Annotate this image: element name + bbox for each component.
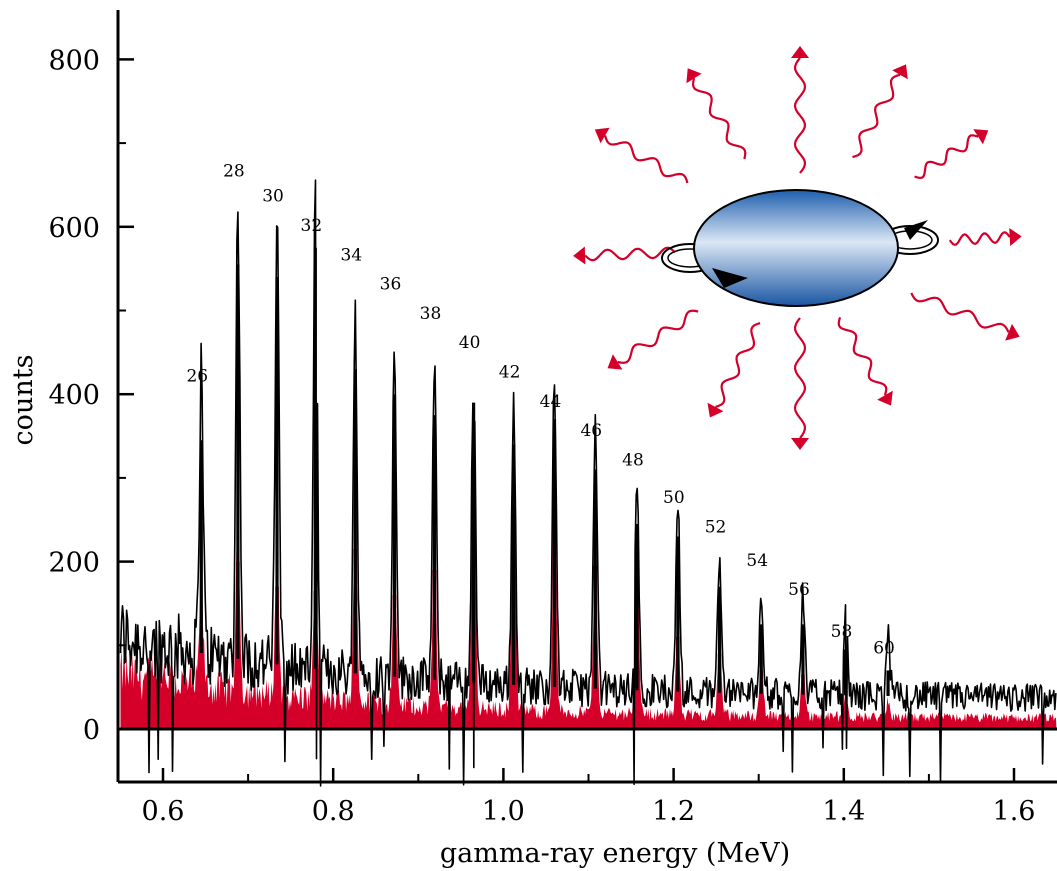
- rotation-arrow-right: [904, 220, 928, 240]
- total-spectrum: [119, 179, 1057, 787]
- x-tick-label: 1.4: [822, 796, 865, 827]
- y-tick-label: 600: [48, 213, 100, 244]
- gamma-ray-wave: [604, 135, 689, 184]
- axes: [116, 10, 1057, 784]
- gamma-ray-arrowhead: [1009, 228, 1022, 246]
- spin-label: 56: [788, 580, 810, 600]
- spin-label: 32: [301, 216, 323, 236]
- spin-label: 38: [420, 304, 442, 324]
- spin-label: 44: [540, 392, 562, 412]
- spin-label: 34: [341, 245, 363, 265]
- y-tick-label: 800: [48, 45, 100, 76]
- x-tick-label: 1.0: [482, 796, 525, 827]
- rotation-arrow-left: [712, 268, 748, 288]
- spin-label: 36: [380, 275, 402, 295]
- nucleus-ellipsoid: [693, 189, 899, 307]
- spin-label: 58: [831, 622, 853, 642]
- gamma-ray-arrowhead: [594, 127, 610, 144]
- deformed-rotating-nucleus-emitting-gamma-rays-icon: [573, 46, 1022, 450]
- gamma-ray-arrowhead: [791, 438, 809, 450]
- gamma-ray-wave: [715, 322, 761, 408]
- gamma-ray-wave: [910, 292, 1010, 333]
- gamma-ray-wave: [914, 134, 979, 180]
- x-tick-label: 0.6: [142, 796, 185, 827]
- gamma-ray-wave: [948, 231, 1011, 246]
- spin-label: 60: [873, 639, 895, 659]
- gamma-ray-wave: [837, 317, 888, 396]
- spin-label: 30: [262, 187, 284, 207]
- plot-area: [119, 179, 1057, 787]
- gamma-ray-arrowhead: [707, 402, 724, 418]
- spin-label: 48: [622, 450, 644, 470]
- gamma-ray-arrowhead: [973, 129, 989, 145]
- y-tick-label: 0: [83, 715, 100, 746]
- gamma-ray-arrowhead: [686, 68, 702, 84]
- spin-label: 52: [705, 517, 727, 537]
- spin-label: 42: [499, 362, 521, 382]
- gamma-ray-arrowhead: [892, 64, 908, 80]
- gamma-ray-wave: [617, 309, 699, 364]
- x-axis-label: gamma-ray energy (MeV): [440, 838, 790, 869]
- gamma-ray-arrowhead: [607, 354, 623, 370]
- x-tick-label: 1.6: [993, 796, 1036, 827]
- tick-labels: 0.6 0.8 1.0 1.2 1.4 1.6 0 200 400 600 800: [48, 45, 1035, 827]
- gamma-ray-wave: [584, 246, 676, 262]
- gamma-ray-arrowhead: [791, 46, 809, 58]
- x-tick-label: 0.8: [312, 796, 355, 827]
- x-tick-label: 1.2: [652, 796, 695, 827]
- y-tick-label: 200: [48, 548, 100, 579]
- spin-label: 26: [186, 367, 208, 387]
- spin-label: 28: [223, 162, 245, 182]
- spin-label: 50: [663, 488, 685, 508]
- y-axis-label: counts: [8, 355, 39, 446]
- gamma-ray-wave: [852, 73, 901, 159]
- y-tick-label: 400: [48, 380, 100, 411]
- gamma-ray-arrowhead: [573, 246, 586, 265]
- gamma-ray-wave: [793, 317, 807, 439]
- spin-label: 40: [459, 333, 481, 353]
- gamma-ray-wave: [691, 78, 747, 160]
- spin-label: 46: [580, 421, 602, 441]
- gamma-ray-wave: [793, 57, 807, 174]
- peak-labels: 26 28 30 32 34 36 38 40 42 44 46 48 50 52 54 56 58 60: [186, 162, 894, 659]
- spin-label: 54: [746, 551, 768, 571]
- gamma-ray-arrowhead: [1005, 323, 1020, 341]
- gamma-ray-arrowhead: [877, 390, 893, 406]
